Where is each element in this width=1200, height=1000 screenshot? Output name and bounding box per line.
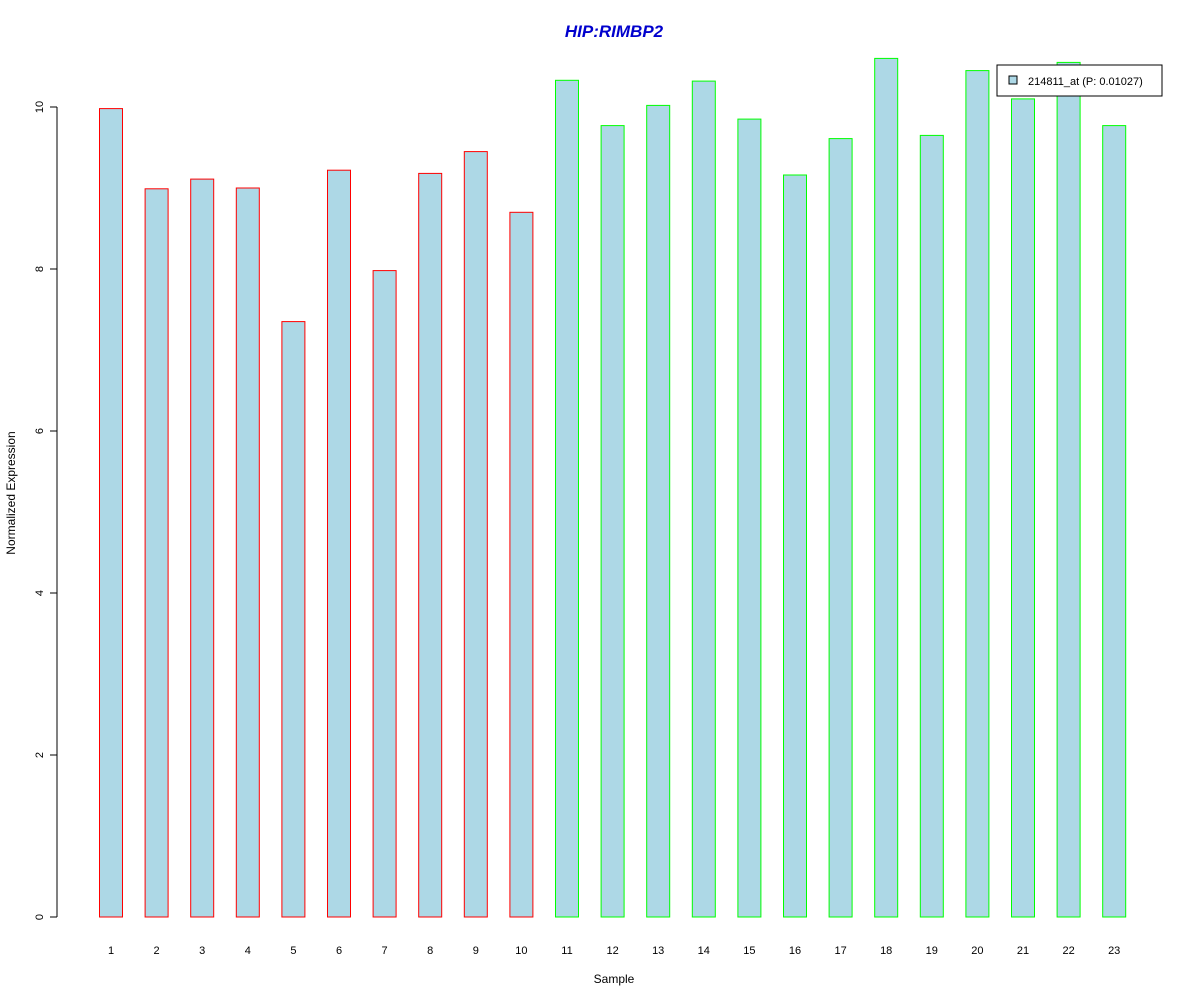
x-tick-label: 10 [515, 945, 527, 957]
x-tick-label: 23 [1108, 945, 1120, 957]
y-tick-label: 0 [34, 914, 46, 920]
bar-sample-9 [463, 151, 488, 918]
legend-box [996, 64, 1163, 97]
bar-sample-1 [99, 108, 123, 918]
x-tick-label: 15 [743, 945, 755, 957]
bar-sample-11 [555, 79, 579, 918]
y-tick-label: 10 [34, 101, 46, 113]
bar-sample-14 [691, 80, 716, 918]
x-tick-label: 20 [971, 945, 983, 957]
bar-sample-13 [646, 104, 671, 918]
bar-sample-12 [600, 125, 625, 918]
x-tick-label: 6 [336, 945, 342, 957]
x-tick-label: 7 [382, 945, 388, 957]
x-tick-label: 4 [245, 945, 251, 957]
bars-group [99, 57, 1127, 918]
bar-sample-18 [874, 57, 899, 918]
y-axis-title: Normalized Expression [4, 431, 18, 554]
legend-swatch [1008, 75, 1018, 85]
bar-sample-16 [783, 174, 807, 918]
x-axis-title: Sample [594, 972, 635, 986]
x-tick-label: 22 [1062, 945, 1074, 957]
x-tick-label: 3 [199, 945, 205, 957]
y-tick-label: 6 [34, 428, 46, 434]
x-tick-label: 1 [108, 945, 114, 957]
bar-sample-6 [327, 169, 351, 918]
y-tick-label: 4 [34, 590, 46, 596]
bar-sample-22 [1056, 61, 1081, 918]
y-tick-label: 8 [34, 266, 46, 272]
x-tick-label: 5 [290, 945, 296, 957]
legend-label: 214811_at (P: 0.01027) [1028, 76, 1143, 88]
x-tick-label: 9 [473, 945, 479, 957]
x-tick-label: 14 [698, 945, 710, 957]
x-tick-label: 16 [789, 945, 801, 957]
legend: 214811_at (P: 0.01027) [996, 64, 1163, 97]
x-tick-label: 21 [1017, 945, 1029, 957]
bar-sample-23 [1102, 125, 1127, 918]
bar-sample-7 [372, 270, 397, 918]
x-tick-label: 17 [834, 945, 846, 957]
x-tick-label: 8 [427, 945, 433, 957]
bar-sample-4 [235, 187, 260, 918]
bar-sample-2 [144, 188, 169, 918]
x-tick-label: 11 [561, 945, 572, 957]
bar-sample-5 [281, 321, 306, 918]
x-tick-labels: 1 2 3 4 5 6 7 8 9 10 11 12 13 14 15 16 17 18 19 20 21 22 23 [108, 945, 1120, 957]
bar-sample-10 [509, 211, 534, 918]
bar-sample-19 [919, 134, 944, 918]
y-axis: 0 2 4 6 8 10 [34, 101, 58, 920]
x-tick-label: 12 [606, 945, 618, 957]
bar-sample-20 [965, 70, 990, 918]
bar-sample-17 [828, 138, 853, 918]
bar-sample-3 [190, 178, 215, 918]
y-tick-label: 2 [34, 752, 46, 758]
bar-sample-21 [1011, 98, 1035, 918]
bar-sample-15 [737, 118, 762, 918]
x-tick-label: 18 [880, 945, 892, 957]
x-tick-label: 2 [154, 945, 160, 957]
chart-title: HIP:RIMBP2 [565, 22, 664, 41]
x-tick-label: 19 [926, 945, 938, 957]
x-tick-label: 13 [652, 945, 664, 957]
bar-sample-8 [418, 172, 443, 918]
